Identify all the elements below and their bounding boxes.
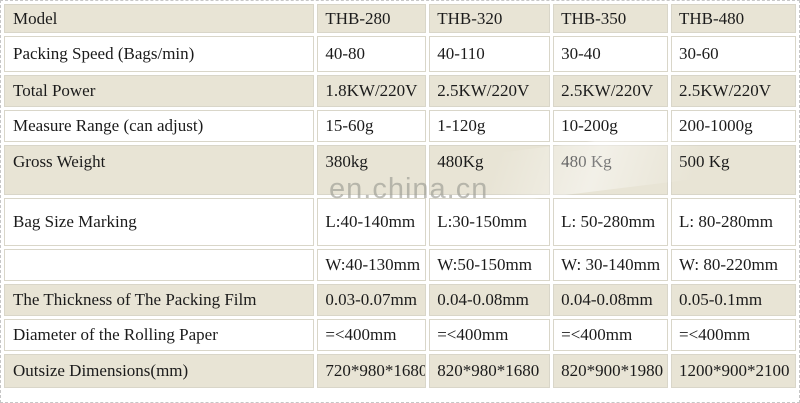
table-row-outsize-dimensions: Outsize Dimensions(mm) 720*980*1680 820*…	[4, 354, 796, 388]
spec-value: 15-60g	[317, 110, 427, 142]
table-row-total-power: Total Power 1.8KW/220V 2.5KW/220V 2.5KW/…	[4, 75, 796, 107]
table-row-bag-size-length: Bag Size Marking L:40-140mm L:30-150mm L…	[4, 198, 796, 246]
spec-value: 720*980*1680	[317, 354, 427, 388]
row-label: Outsize Dimensions(mm)	[4, 354, 315, 388]
spec-value: W:50-150mm	[429, 249, 551, 281]
spec-value: =<400mm	[317, 319, 427, 351]
spec-value: 0.04-0.08mm	[553, 284, 668, 316]
row-label: Model	[4, 4, 315, 33]
spec-value: 2.5KW/220V	[429, 75, 551, 107]
table-row-measure-range: Measure Range (can adjust) 15-60g 1-120g…	[4, 110, 796, 142]
spec-value: W:40-130mm	[317, 249, 427, 281]
spec-value: 0.04-0.08mm	[429, 284, 551, 316]
row-label	[4, 249, 315, 281]
table-row-packing-speed: Packing Speed (Bags/min) 40-80 40-110 30…	[4, 36, 796, 72]
spec-value: 1200*900*2100	[671, 354, 796, 388]
row-label: Measure Range (can adjust)	[4, 110, 315, 142]
spec-value: 200-1000g	[671, 110, 796, 142]
spec-value: =<400mm	[671, 319, 796, 351]
spec-value: THB-280	[317, 4, 427, 33]
table-row-film-thickness: The Thickness of The Packing Film 0.03-0…	[4, 284, 796, 316]
spec-value: 0.05-0.1mm	[671, 284, 796, 316]
row-label: Packing Speed (Bags/min)	[4, 36, 315, 72]
row-label: The Thickness of The Packing Film	[4, 284, 315, 316]
spec-value: W: 80-220mm	[671, 249, 796, 281]
spec-value: 2.5KW/220V	[553, 75, 668, 107]
spec-value: L:30-150mm	[429, 198, 551, 246]
table-row-rolling-paper-diameter: Diameter of the Rolling Paper =<400mm =<…	[4, 319, 796, 351]
spec-value: L: 80-280mm	[671, 198, 796, 246]
spec-value: 480 Kg	[553, 145, 668, 195]
spec-value: 0.03-0.07mm	[317, 284, 427, 316]
spec-value: 30-40	[553, 36, 668, 72]
table-row-gross-weight: Gross Weight 380kg 480Kg 480 Kg 500 Kg	[4, 145, 796, 195]
spec-value: 1.8KW/220V	[317, 75, 427, 107]
spec-value: 380kg	[317, 145, 427, 195]
spec-value: THB-350	[553, 4, 668, 33]
row-label: Gross Weight	[4, 145, 315, 195]
spec-value: 480Kg	[429, 145, 551, 195]
spec-value: 500 Kg	[671, 145, 796, 195]
spec-value: W: 30-140mm	[553, 249, 668, 281]
spec-value: 10-200g	[553, 110, 668, 142]
spec-value: L:40-140mm	[317, 198, 427, 246]
table-row-bag-size-width: W:40-130mm W:50-150mm W: 30-140mm W: 80-…	[4, 249, 796, 281]
spec-value: 40-80	[317, 36, 427, 72]
spec-value: =<400mm	[429, 319, 551, 351]
spec-value: =<400mm	[553, 319, 668, 351]
spec-value: 30-60	[671, 36, 796, 72]
spec-value: 2.5KW/220V	[671, 75, 796, 107]
row-label: Total Power	[4, 75, 315, 107]
spec-value: L: 50-280mm	[553, 198, 668, 246]
spec-value: 1-120g	[429, 110, 551, 142]
row-label: Bag Size Marking	[4, 198, 315, 246]
spec-table: Model THB-280 THB-320 THB-350 THB-480 Pa…	[1, 1, 799, 391]
spec-value: THB-320	[429, 4, 551, 33]
spec-value: 820*900*1980	[553, 354, 668, 388]
table-row-model: Model THB-280 THB-320 THB-350 THB-480	[4, 4, 796, 33]
row-label: Diameter of the Rolling Paper	[4, 319, 315, 351]
spec-value: 40-110	[429, 36, 551, 72]
spec-value: THB-480	[671, 4, 796, 33]
spec-value: 820*980*1680	[429, 354, 551, 388]
